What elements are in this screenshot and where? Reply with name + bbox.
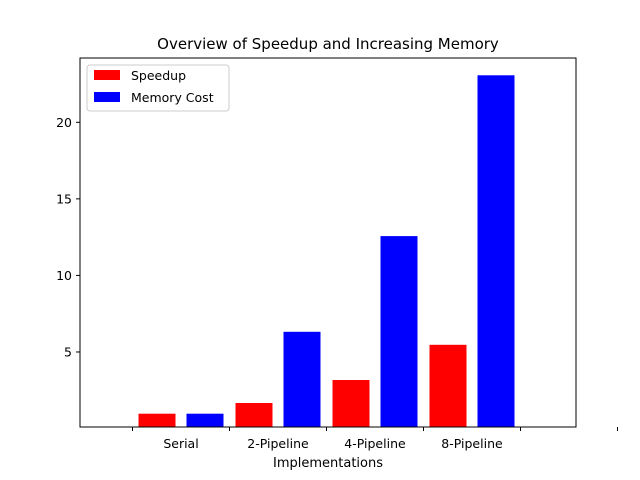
plot-frame <box>79 57 577 428</box>
x-tick-label: 4-Pipeline <box>344 436 406 451</box>
bar-speedup-0 <box>137 412 177 428</box>
y-tick-label: 10 <box>56 268 72 283</box>
bar-speedup-1 <box>234 402 274 428</box>
y-tick-label: 15 <box>56 191 72 206</box>
chart-title: Overview of Speedup and Increasing Memor… <box>157 35 499 53</box>
y-tick-label: 5 <box>64 344 72 359</box>
legend-label-memory-cost: Memory Cost <box>131 90 214 105</box>
y-tick-label: 20 <box>56 115 72 130</box>
x-axis-label: Implementations <box>273 456 383 471</box>
bar-memory-cost-3 <box>476 74 516 428</box>
legend: Speedup Memory Cost <box>86 64 230 112</box>
y-axis: 5 10 15 20 <box>56 115 80 359</box>
legend-box <box>86 64 230 112</box>
bar-memory-cost-1 <box>282 330 322 428</box>
bars-layer <box>137 74 516 428</box>
x-tick-label: 2-Pipeline <box>247 436 309 451</box>
bar-memory-cost-2 <box>379 235 419 428</box>
x-tick-label: Serial <box>163 436 198 451</box>
x-axis: Serial 2-Pipeline 4-Pipeline 8-Pipeline <box>132 427 618 451</box>
legend-swatch-speedup <box>94 70 120 80</box>
legend-label-speedup: Speedup <box>131 68 186 83</box>
x-tick-label: 8-Pipeline <box>441 436 503 451</box>
bar-memory-cost-0 <box>185 412 225 428</box>
bar-speedup-3 <box>428 343 468 428</box>
legend-swatch-memory-cost <box>94 92 120 102</box>
bar-speedup-2 <box>331 379 371 428</box>
